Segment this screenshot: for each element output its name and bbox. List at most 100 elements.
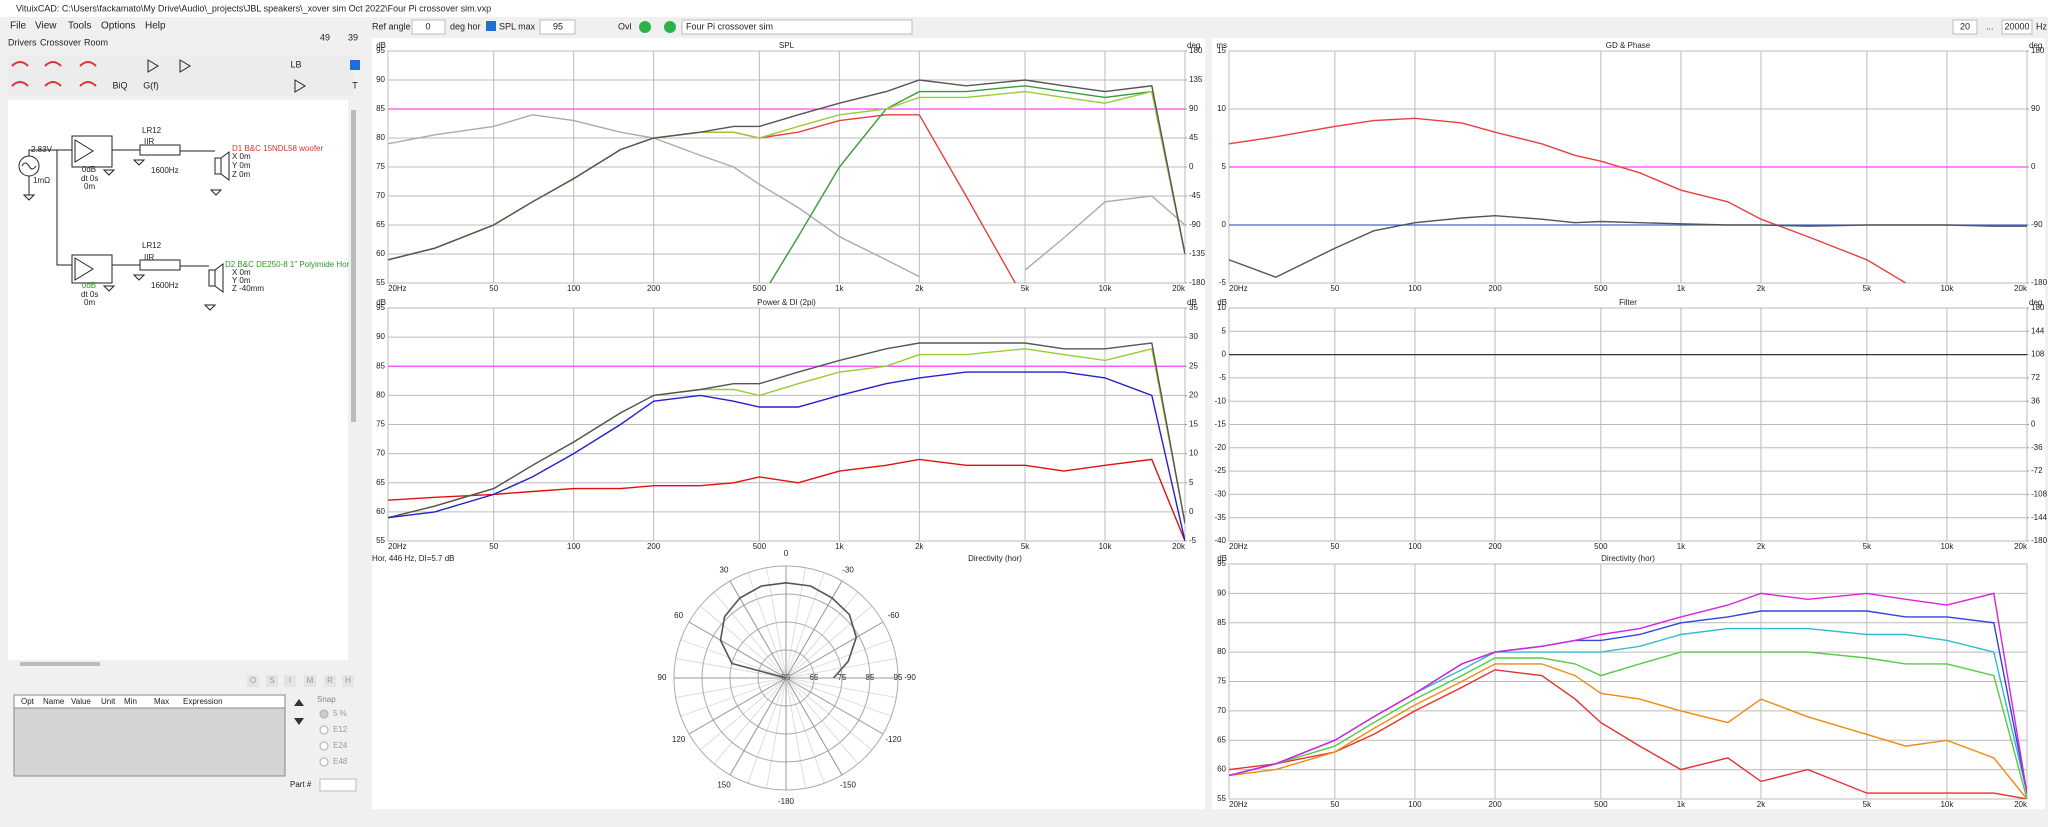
x-tick-label: 100 bbox=[567, 542, 581, 551]
input-box[interactable] bbox=[539, 19, 576, 35]
param-button[interactable] bbox=[247, 675, 259, 687]
number: 49 bbox=[320, 32, 330, 42]
x-tick-label: 5k bbox=[1863, 284, 1872, 293]
curve bbox=[1229, 651, 2027, 799]
param-button[interactable] bbox=[304, 675, 316, 687]
y2-tick-label: -135 bbox=[1189, 249, 1206, 258]
delay: dt 0s bbox=[81, 174, 98, 183]
button-label[interactable]: LB bbox=[290, 59, 301, 69]
y-tick-label: 0 bbox=[1222, 220, 1227, 229]
move-arrows[interactable] bbox=[294, 699, 304, 725]
checkbox[interactable] bbox=[486, 21, 496, 31]
driver-x: X 0m bbox=[232, 268, 251, 277]
y-tick-label: 95 bbox=[376, 303, 385, 312]
part-label: Part # bbox=[290, 780, 312, 789]
tab[interactable]: Crossover bbox=[40, 37, 81, 47]
y-unit: dB bbox=[376, 41, 386, 50]
driver-name: D1 B&C 15NDL58 woofer bbox=[232, 144, 323, 153]
param-button[interactable] bbox=[342, 675, 354, 687]
button-label[interactable]: T bbox=[352, 80, 358, 90]
angle-label: 90 bbox=[658, 673, 667, 682]
x-tick-label: 100 bbox=[1408, 284, 1422, 293]
y2-tick-label: 180 bbox=[1189, 46, 1203, 55]
chart-title: Directivity (hor) bbox=[1601, 554, 1655, 563]
x-tick-label: 200 bbox=[1488, 542, 1502, 551]
menu-item[interactable]: Tools bbox=[68, 21, 91, 32]
number: 39 bbox=[348, 32, 358, 42]
x-tick-label: 2k bbox=[1757, 542, 1766, 551]
x-tick-label: 2k bbox=[915, 542, 924, 551]
y-tick-label: 95 bbox=[1217, 559, 1226, 568]
y-tick-label: 10 bbox=[1217, 303, 1226, 312]
x-tick-label: 1k bbox=[835, 284, 844, 293]
menu-item[interactable]: Help bbox=[145, 21, 166, 32]
input-box[interactable] bbox=[681, 19, 913, 35]
button-label[interactable]: BiQ bbox=[112, 80, 127, 90]
param-button-label: M bbox=[307, 676, 314, 685]
y-tick-label: 85 bbox=[376, 104, 385, 113]
angle-label: 120 bbox=[672, 735, 686, 744]
add-button[interactable] bbox=[639, 21, 651, 33]
param-button-label: R bbox=[327, 676, 333, 685]
x-tick-label: 20Hz bbox=[1229, 800, 1248, 809]
y-tick-label: 80 bbox=[376, 390, 385, 399]
y2-tick-label: 30 bbox=[1189, 332, 1198, 341]
button-label[interactable]: G(f) bbox=[143, 80, 159, 90]
amp-icons[interactable] bbox=[147, 59, 306, 93]
input-box[interactable] bbox=[1952, 19, 1978, 35]
y-tick-label: 0 bbox=[1222, 350, 1227, 359]
source-resistance: 1mΩ bbox=[33, 176, 50, 185]
input-box[interactable] bbox=[411, 19, 446, 35]
y-tick-label: 90 bbox=[376, 75, 385, 84]
curve bbox=[388, 79, 1185, 261]
radio[interactable] bbox=[319, 757, 329, 767]
snap-label: Snap bbox=[317, 695, 336, 704]
input-box[interactable] bbox=[2001, 19, 2033, 35]
column-header: Opt bbox=[21, 697, 35, 706]
scrollbar[interactable] bbox=[351, 110, 356, 422]
radio[interactable] bbox=[319, 741, 329, 751]
driver-name: D2 B&C DE250-8 1" Polyimide Hor bbox=[225, 260, 350, 269]
param-button-label: I bbox=[289, 676, 291, 685]
menu-item[interactable]: Options bbox=[101, 21, 135, 32]
x-tick-label: 50 bbox=[1330, 542, 1339, 551]
x-tick-label: 1k bbox=[835, 542, 844, 551]
tab[interactable]: Room bbox=[84, 37, 108, 47]
curve bbox=[1229, 592, 2027, 794]
y2-tick-label: -108 bbox=[2031, 490, 2048, 499]
x-tick-label: 10k bbox=[1099, 542, 1113, 551]
driver-z: Z 0m bbox=[232, 170, 251, 179]
filter-icons[interactable] bbox=[11, 61, 97, 87]
y-unit: ms bbox=[1216, 41, 1227, 50]
checkbox[interactable] bbox=[350, 60, 360, 70]
y-tick-label: 80 bbox=[376, 133, 385, 142]
menu-item[interactable]: File bbox=[10, 21, 27, 32]
y2-tick-label: 0 bbox=[1189, 507, 1194, 516]
part-input[interactable] bbox=[319, 778, 357, 792]
menu-item[interactable]: View bbox=[35, 21, 57, 32]
remove-button[interactable] bbox=[664, 21, 676, 33]
x-tick-label: 500 bbox=[753, 284, 767, 293]
param-button[interactable] bbox=[266, 675, 278, 687]
y2-tick-label: 0 bbox=[2031, 162, 2036, 171]
x-tick-label: 10k bbox=[1940, 284, 1954, 293]
radio[interactable] bbox=[319, 709, 329, 719]
param-button[interactable] bbox=[284, 675, 296, 687]
y-tick-label: -5 bbox=[1219, 278, 1227, 287]
driver-z: Z -40mm bbox=[232, 284, 264, 293]
column-header: Unit bbox=[101, 697, 116, 706]
y-tick-label: 65 bbox=[376, 478, 385, 487]
y2-tick-label: 90 bbox=[1189, 104, 1198, 113]
scrollbar[interactable] bbox=[20, 662, 100, 666]
filter-type: LR12 bbox=[142, 126, 162, 135]
spl-max: 95 bbox=[553, 21, 563, 31]
param-button[interactable] bbox=[324, 675, 336, 687]
x-tick-label: 2k bbox=[1757, 800, 1766, 809]
x-tick-label: 10k bbox=[1940, 542, 1954, 551]
label: Ref angle bbox=[372, 21, 411, 31]
y2-tick-label: 5 bbox=[1189, 478, 1194, 487]
radio[interactable] bbox=[319, 725, 329, 735]
tab[interactable]: Drivers bbox=[8, 37, 37, 47]
filter-freq: 1600Hz bbox=[151, 281, 179, 290]
x-tick-label: 5k bbox=[1021, 542, 1030, 551]
